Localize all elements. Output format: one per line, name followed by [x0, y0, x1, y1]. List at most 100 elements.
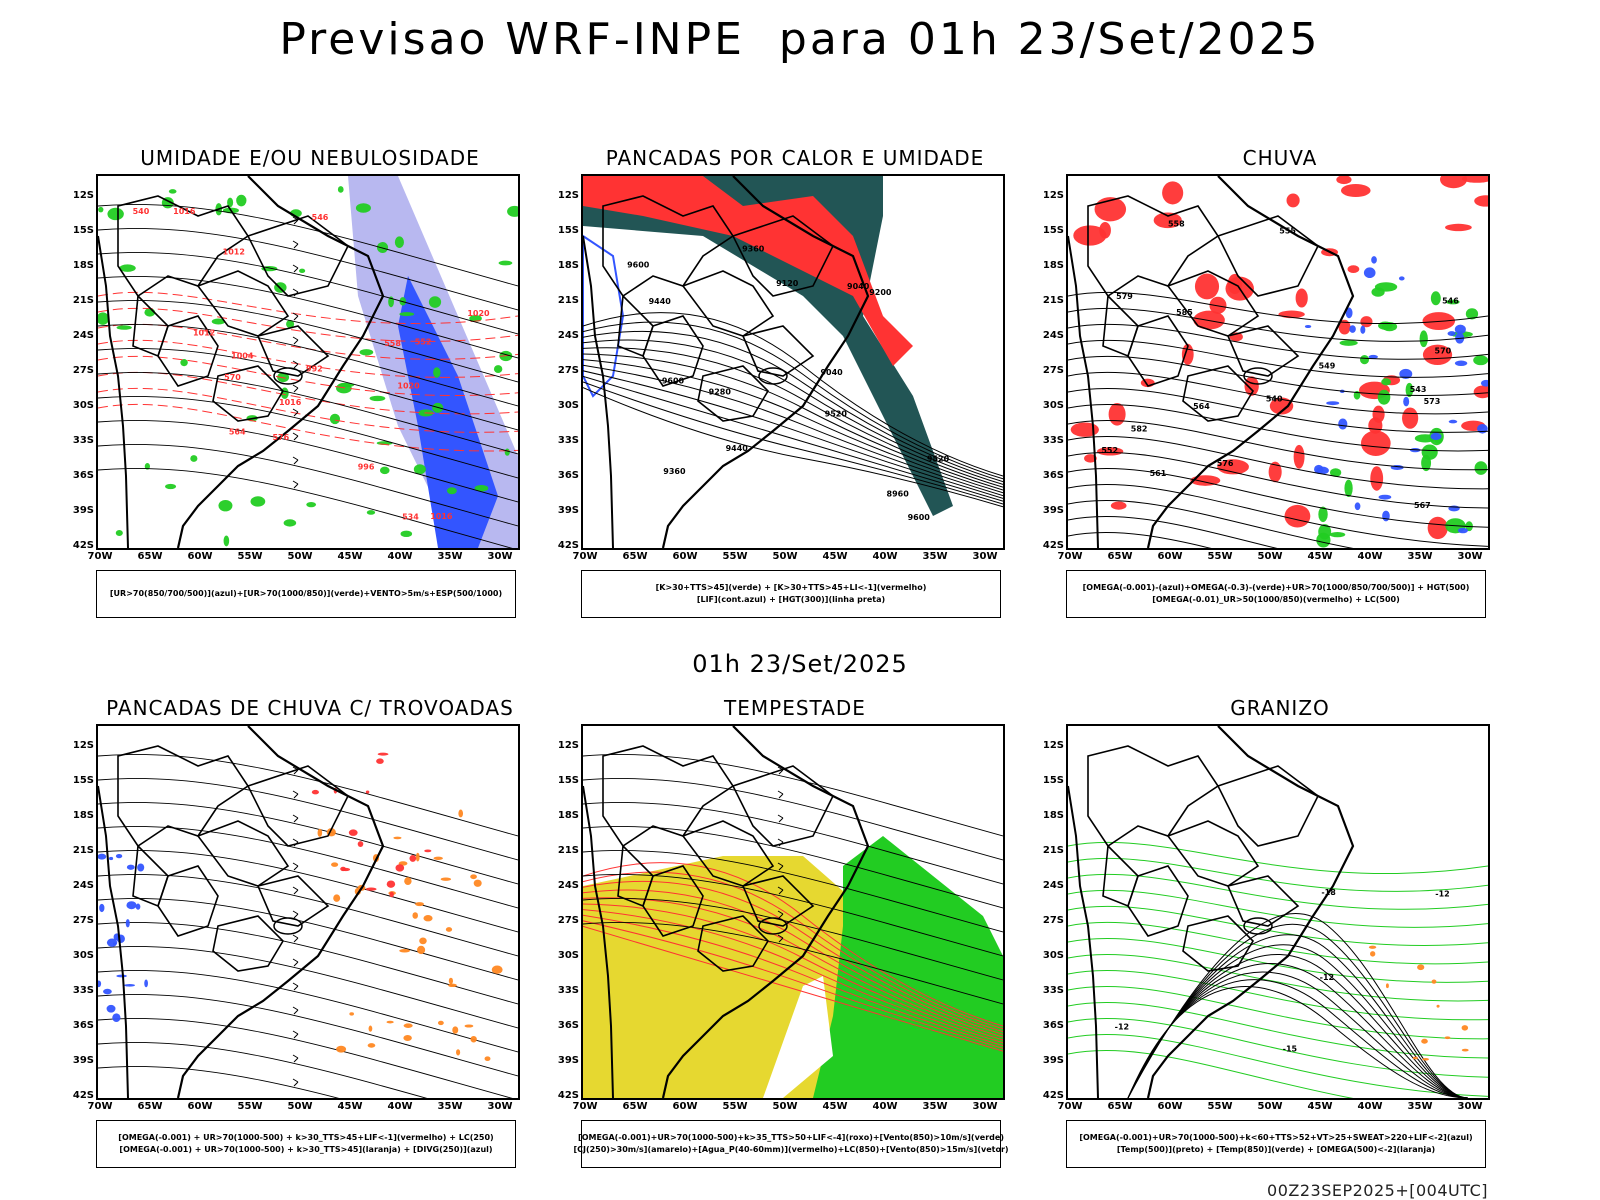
lat-tick-label: 36S	[557, 470, 579, 481]
lagoon	[1243, 367, 1273, 385]
map-umidade: 1016 1012 1016 1020 1016 1012 576 570 564 558 552 5…	[96, 174, 520, 550]
precip-area	[504, 448, 510, 456]
map-pancadas: 9600 9600 9520 9600 9520 9440 9360 9280 9200 9120…	[581, 174, 1005, 550]
precip-area	[329, 413, 341, 425]
contour-line	[98, 371, 518, 415]
precip-area	[1345, 307, 1353, 319]
contour-line	[98, 307, 518, 342]
legend-tempestade: [OMEGA(-0.001)+UR>70(1000-500)+k>35_TTS>…	[573, 1120, 1009, 1168]
precip-area	[1318, 506, 1328, 523]
contour-label: 9040	[847, 282, 870, 291]
precip-area	[1461, 176, 1488, 183]
lon-tick-label: 70W	[572, 1101, 598, 1112]
contour-line	[583, 364, 1003, 497]
precip-area	[1377, 389, 1391, 405]
contour-line	[1068, 467, 1488, 528]
contour-line	[583, 370, 1003, 499]
streamline-arrow	[292, 336, 299, 345]
humidity-area	[398, 276, 498, 548]
contour-line	[1068, 387, 1488, 433]
streamline	[98, 396, 518, 479]
lon-tick-label: 40W	[872, 1101, 898, 1112]
precip-area	[493, 365, 503, 374]
lat-tick-label: 30S	[72, 400, 94, 411]
panel-chuva: CHUVA 12S 15S 18S 21S 24S 27S 30S 33S 36S 39S 42S …	[1030, 146, 1530, 646]
country-border	[617, 294, 654, 358]
lon-tick-label: 50W	[1257, 551, 1283, 562]
precip-area	[1444, 1036, 1451, 1040]
contour-line	[98, 355, 518, 396]
streamline-arrow	[292, 264, 299, 273]
precip-area	[366, 510, 376, 515]
lon-tick-label: 55W	[1207, 1101, 1233, 1112]
precip-area	[103, 988, 112, 995]
lat-tick-label: 42S	[72, 540, 94, 551]
contour-label: 9360	[663, 467, 686, 476]
country-border	[602, 195, 735, 298]
precip-area	[1338, 319, 1351, 335]
precip-area	[1454, 324, 1466, 334]
streamline	[98, 276, 518, 359]
contour-line	[1068, 483, 1488, 547]
panel-title: UMIDADE E/OU NEBULOSIDADE	[140, 146, 480, 170]
contour-line	[583, 914, 1003, 1047]
precip-area	[190, 455, 198, 462]
precip-area	[112, 1013, 121, 1022]
precip-area	[389, 891, 394, 898]
lat-tick-label: 36S	[72, 470, 94, 481]
streamline	[98, 778, 518, 861]
precip-area	[283, 519, 297, 527]
streamline	[583, 850, 1003, 933]
contour-label: 1020	[467, 309, 490, 318]
precip-area	[1209, 296, 1227, 314]
precip-area	[424, 849, 432, 853]
country-border	[697, 365, 770, 422]
contour-line	[583, 353, 1003, 491]
streamline-arrow	[292, 982, 299, 991]
precip-area	[1371, 287, 1385, 297]
contour-line	[583, 925, 1003, 1052]
panel-pancadas-trovoadas: PANCADAS DE CHUVA C/ TROVOADAS 12S 15S 18S…	[60, 696, 560, 1196]
precip-area	[403, 1023, 413, 1028]
panel-title: GRANIZO	[1230, 696, 1330, 720]
lat-tick-label: 24S	[1042, 330, 1064, 341]
streamline	[98, 874, 518, 957]
precip-area	[369, 395, 386, 402]
country-border	[1166, 820, 1260, 887]
lon-tick-label: 70W	[1057, 1101, 1083, 1112]
contour-label: 9440	[649, 297, 672, 306]
contour-line	[1068, 921, 1488, 965]
lif-contour	[583, 234, 625, 398]
lon-tick-label: 40W	[387, 1101, 413, 1112]
lon-tick-label: 30W	[1457, 1101, 1483, 1112]
contour-label: 8960	[887, 490, 910, 499]
contour-label: 9520	[927, 455, 950, 464]
precip-area	[448, 983, 457, 988]
lat-tick-label: 39S	[72, 505, 94, 516]
country-border	[1216, 215, 1320, 297]
contour-label: 558	[384, 339, 401, 348]
lon-axis: 70W 65W 60W 55W 50W 45W 40W 35W 30W	[88, 1101, 520, 1115]
precip-area	[331, 862, 339, 867]
streamline	[98, 826, 518, 909]
contour-line	[1068, 905, 1488, 946]
map-chuva: 585 582 579 576 573 570 567 564 561 558 555 552 549 5…	[1066, 174, 1490, 550]
panel-title: PANCADAS POR CALOR E UMIDADE	[605, 146, 985, 170]
contour-label: 1016	[279, 398, 302, 407]
panel-title: CHUVA	[1242, 146, 1318, 170]
precip-area	[1385, 983, 1389, 989]
precip-area	[1084, 454, 1097, 463]
precip-area	[99, 903, 105, 913]
precip-area	[413, 464, 426, 475]
contour-label: 1012	[223, 248, 245, 257]
contour-line	[583, 903, 1003, 1041]
contour-label: 579	[1116, 292, 1133, 301]
lon-tick-label: 30W	[1457, 551, 1483, 562]
precip-area	[1461, 1025, 1469, 1031]
legend-line: [CJ(250)>30m/s](amarelo)+[Agua_P(40-60mm…	[573, 1145, 1009, 1154]
legend-chuva: [OMEGA(-0.001)-(azul)+OMEGA(-0.3)-(verde…	[1066, 570, 1486, 618]
lat-tick-label: 12S	[72, 190, 94, 201]
precip-area	[1378, 494, 1392, 500]
lat-tick-label: 21S	[1042, 845, 1064, 856]
precip-area	[359, 349, 374, 356]
